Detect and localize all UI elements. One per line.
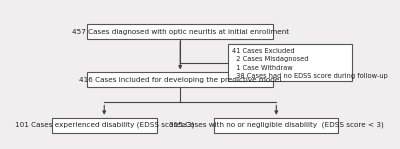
FancyBboxPatch shape (214, 118, 338, 133)
FancyBboxPatch shape (87, 24, 273, 39)
Text: 457 Cases diagnosed with optic neuritis at initial enrollment: 457 Cases diagnosed with optic neuritis … (72, 29, 289, 35)
Text: 416 Cases included for developing the predictive model: 416 Cases included for developing the pr… (79, 77, 281, 83)
FancyBboxPatch shape (87, 72, 273, 87)
Text: 101 Cases experienced disability (EDSS score≥3): 101 Cases experienced disability (EDSS s… (15, 122, 194, 128)
FancyBboxPatch shape (52, 118, 157, 133)
Text: 41 Cases Excluded
  2 Cases Misdagnosed
  1 Case Withdraw
  38 Cases had no EDSS: 41 Cases Excluded 2 Cases Misdagnosed 1 … (232, 48, 388, 79)
Text: 315 Cases with no or negligible disability  (EDSS score < 3): 315 Cases with no or negligible disabili… (169, 122, 384, 128)
FancyBboxPatch shape (228, 44, 352, 81)
